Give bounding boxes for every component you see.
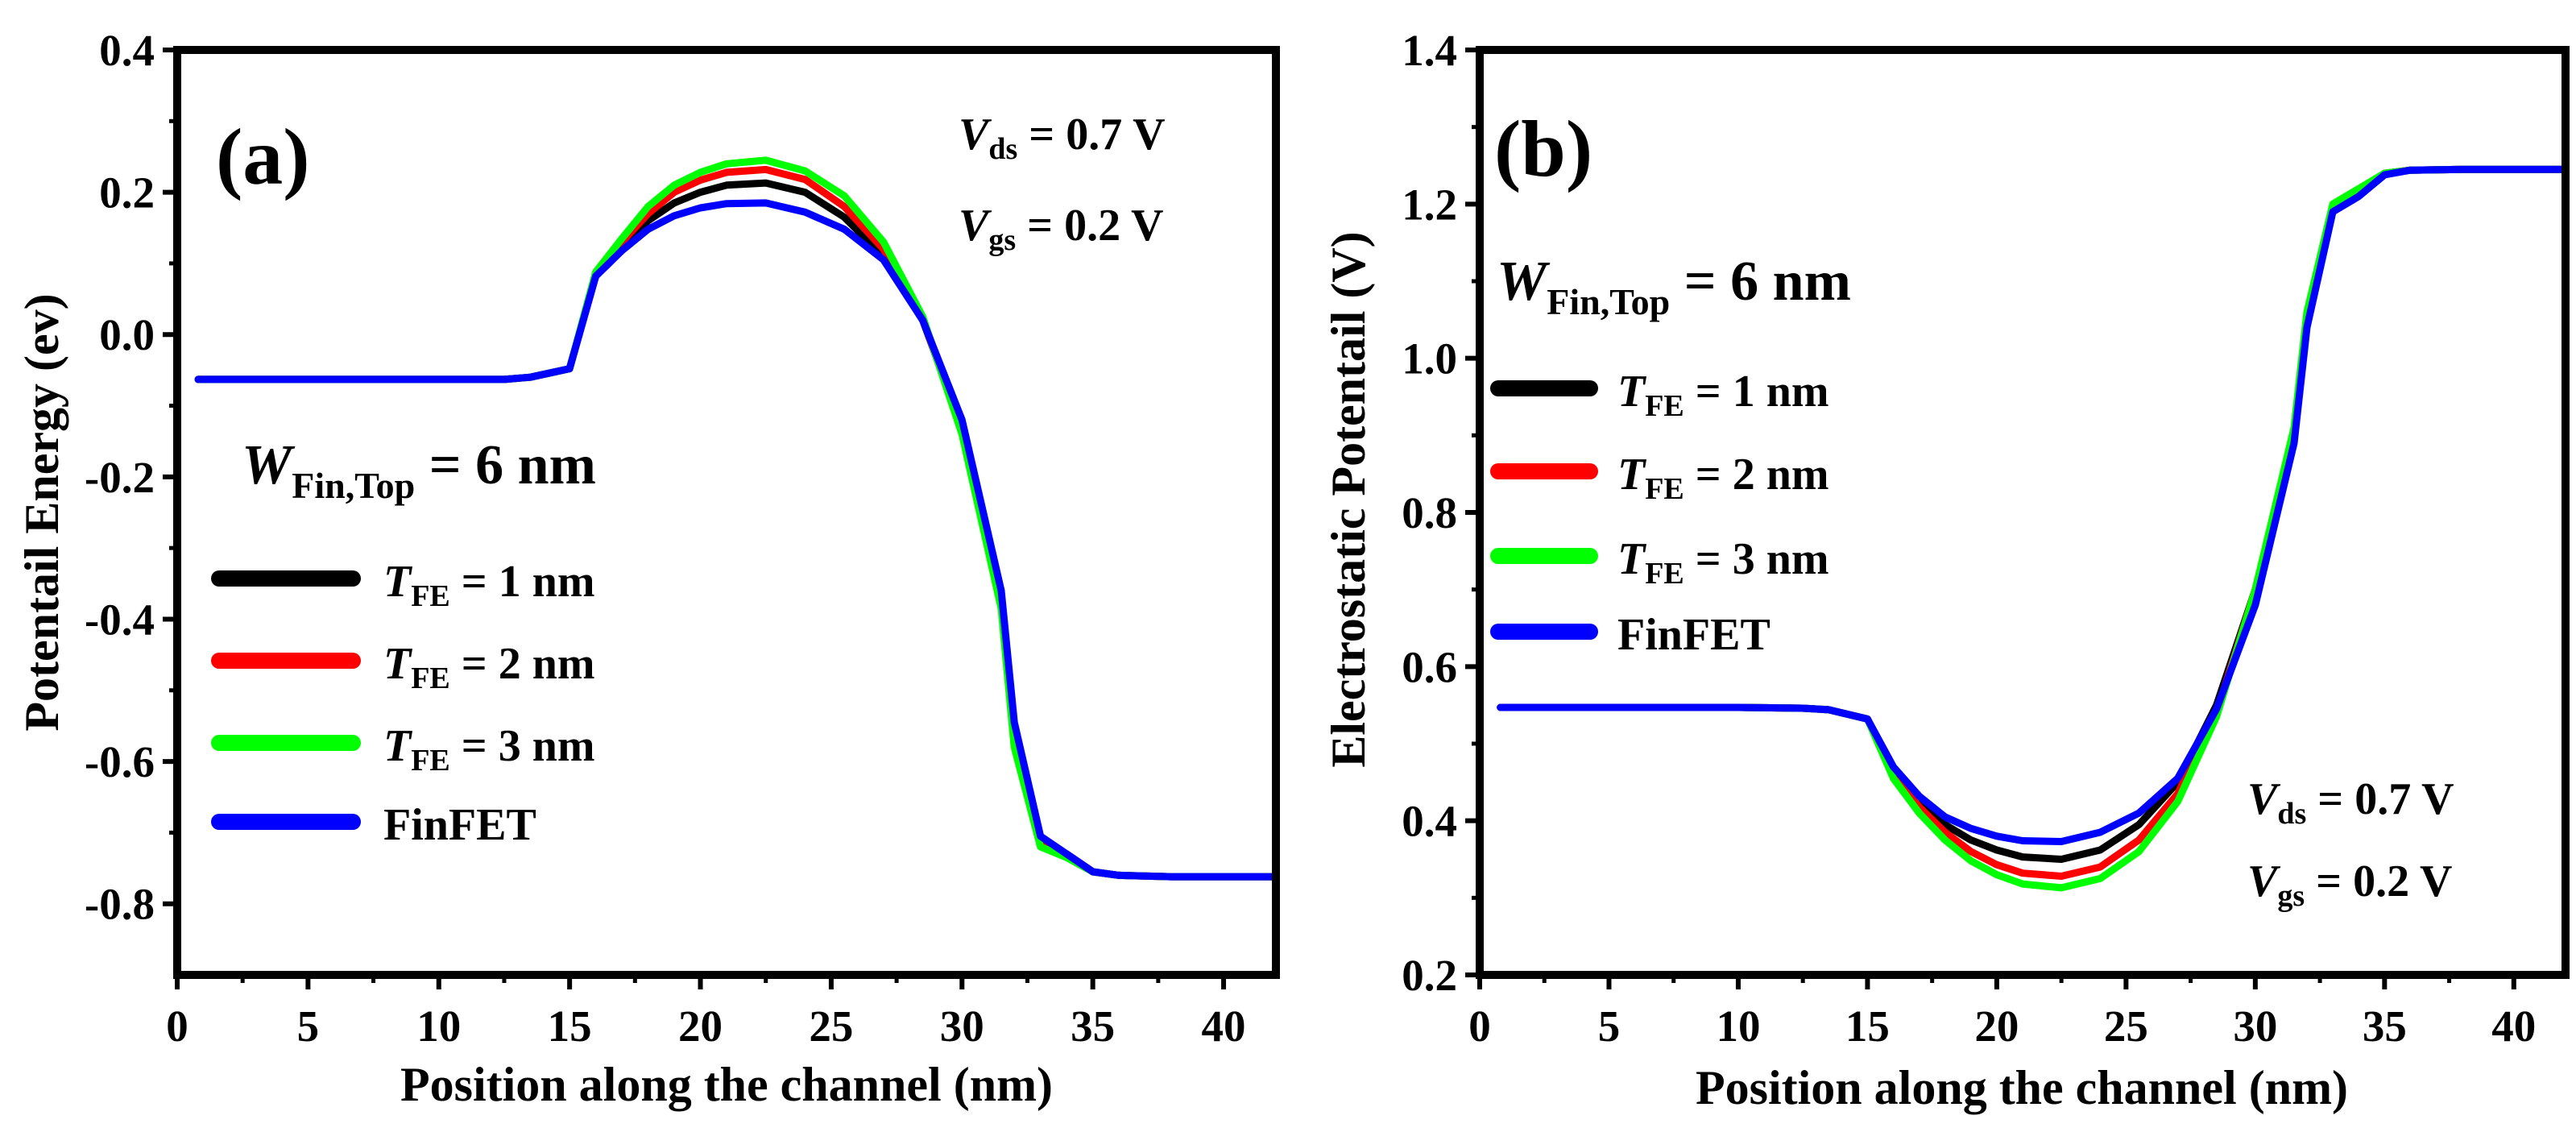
legend-a-label-3: TFE = 3 nm — [383, 721, 594, 778]
series-line-a-1 — [194, 179, 1280, 881]
x-tick-label-a-7: 35 — [1071, 1002, 1115, 1051]
x-tick-label-a-6: 30 — [940, 1002, 984, 1051]
param-vds-b: Vds = 0.7 V — [2247, 774, 2454, 831]
legend-b-label-2: TFE = 2 nm — [1617, 450, 1828, 506]
y-tick-label-b-1: 0.4 — [1402, 797, 1457, 846]
panel-a: 0 5 10 15 20 25 30 35 40 -0.8 -0.6 -0.4 -0.2 0.0 0.2 0.… — [15, 26, 1280, 1111]
panel-label-a: (a) — [216, 112, 310, 201]
axis-ticks-b: 0 5 10 15 20 25 30 35 40 0.2 0.4 0.6 0.8 1.0 1.2 1.4 — [1402, 26, 2536, 1051]
wfin-label-a: WFin,Top = 6 nm — [242, 434, 596, 506]
x-tick-label-a-3: 15 — [548, 1002, 592, 1051]
x-axis-title-a: Position along the channel (nm) — [400, 1058, 1053, 1111]
x-tick-label-a-4: 20 — [678, 1002, 723, 1051]
legend-a: TFE = 1 nm TFE = 2 nm TFE = 3 nm FinFET — [211, 557, 594, 850]
x-axis-title-b: Position along the channel (nm) — [1696, 1061, 2348, 1114]
panel-b: 0 5 10 15 20 25 30 35 40 0.2 0.4 0.6 0.8 1.0 1.2 1.4 (b… — [1322, 26, 2570, 1114]
wfin-label-b: WFin,Top = 6 nm — [1497, 251, 1851, 322]
legend-b-label-3: TFE = 3 nm — [1617, 534, 1828, 591]
y-tick-label-a-5: 0.2 — [99, 168, 155, 218]
x-tick-label-a-0: 0 — [166, 1002, 188, 1051]
x-tick-label-b-6: 30 — [2233, 1002, 2277, 1051]
plot-lines-b — [1497, 165, 2570, 892]
y-tick-label-a-4: 0.0 — [99, 310, 155, 359]
y-tick-label-a-3: -0.2 — [85, 453, 155, 502]
param-vds-a: Vds = 0.7 V — [959, 110, 1166, 166]
x-tick-label-a-1: 5 — [297, 1002, 320, 1051]
y-tick-label-b-0: 0.2 — [1402, 951, 1457, 1000]
x-tick-label-b-4: 20 — [1974, 1002, 2019, 1051]
plot-frame-a — [173, 46, 1280, 979]
x-tick-label-a-8: 40 — [1202, 1002, 1246, 1051]
y-tick-label-a-2: -0.4 — [85, 595, 155, 644]
legend-a-label-1: TFE = 1 nm — [383, 557, 594, 613]
legend-b-label-4: FinFET — [1617, 610, 1770, 660]
param-vgs-a: Vgs = 0.2 V — [959, 201, 1164, 257]
y-tick-label-b-5: 1.2 — [1402, 180, 1457, 229]
y-tick-label-a-0: -0.8 — [85, 880, 155, 929]
y-tick-label-b-3: 0.8 — [1402, 488, 1457, 537]
x-tick-label-a-5: 25 — [809, 1002, 853, 1051]
plot-frame-b — [1476, 46, 2570, 979]
x-tick-label-b-5: 25 — [2104, 1002, 2148, 1051]
param-vgs-b: Vgs = 0.2 V — [2247, 856, 2453, 913]
param-vds-a-sub: ds — [988, 132, 1017, 166]
param-vgs-a-sub: gs — [988, 223, 1016, 257]
x-tick-label-b-8: 40 — [2491, 1002, 2536, 1051]
y-tick-label-b-4: 1.0 — [1402, 334, 1457, 384]
legend-b-label-1: TFE = 1 nm — [1617, 367, 1828, 423]
x-tick-label-b-2: 10 — [1716, 1002, 1760, 1051]
panel-label-b: (b) — [1494, 104, 1592, 193]
x-tick-label-b-7: 35 — [2363, 1002, 2407, 1051]
series-line-b-4 — [1497, 165, 2570, 845]
axis-ticks-a: 0 5 10 15 20 25 30 35 40 -0.8 -0.6 -0.4 -0.2 0.0 0.2 0.… — [85, 26, 1246, 1051]
series-line-a-4 — [194, 199, 1280, 881]
y-axis-title-a: Potentail Energy (ev) — [15, 293, 68, 731]
legend-b: TFE = 1 nm TFE = 2 nm TFE = 3 nm FinFET — [1490, 367, 1828, 660]
series-line-a-3 — [194, 156, 1280, 881]
y-tick-label-a-1: -0.6 — [85, 737, 155, 786]
legend-a-label-2: TFE = 2 nm — [383, 639, 594, 695]
y-tick-label-b-6: 1.4 — [1402, 26, 1457, 75]
x-tick-label-b-3: 15 — [1845, 1002, 1890, 1051]
x-tick-label-b-1: 5 — [1598, 1002, 1621, 1051]
x-tick-label-a-2: 10 — [416, 1002, 461, 1051]
series-line-b-1 — [1497, 165, 2570, 863]
x-tick-label-b-0: 0 — [1468, 1002, 1491, 1051]
series-line-a-2 — [194, 165, 1280, 881]
y-axis-title-b: Electrostatic Potentail (V) — [1322, 231, 1375, 767]
plot-lines-a — [194, 156, 1280, 881]
series-line-b-2 — [1497, 165, 2570, 880]
y-tick-label-a-6: 0.4 — [99, 26, 155, 75]
legend-a-label-4: FinFET — [383, 800, 536, 850]
y-tick-label-b-2: 0.6 — [1402, 642, 1457, 691]
